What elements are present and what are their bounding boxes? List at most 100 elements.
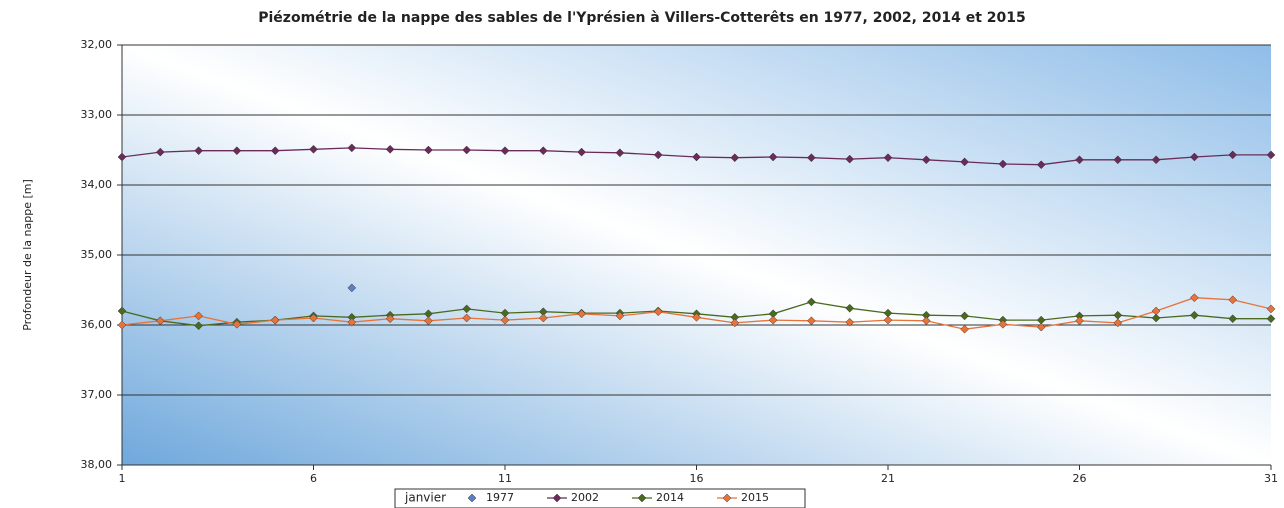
data-point [998,159,1008,169]
data-point [1151,306,1161,316]
chart-title: Piézométrie de la nappe des sables de l'… [258,10,1025,26]
legend-label: 2002 [571,491,599,504]
data-point [960,311,969,321]
data-point [538,313,548,323]
data-point [155,147,165,157]
data-point [653,307,663,317]
data-point [577,147,586,157]
data-point [194,146,203,156]
data-point [424,145,433,155]
data-point [309,144,318,154]
data-point [232,146,242,156]
legend-marker [552,493,562,503]
data-point [270,315,280,325]
data-point [462,304,472,314]
data-point [385,144,395,154]
data-point [1228,314,1238,324]
data-point [998,319,1008,329]
data-point [845,317,855,327]
data-point [117,152,127,162]
data-point [347,317,357,327]
data-point [1075,155,1084,165]
data-point [194,321,203,331]
data-point [921,155,931,165]
data-point [1266,314,1276,324]
data-point [692,152,701,162]
x-tick-label: 6 [310,472,317,485]
data-point [615,148,625,158]
x-tick-label: 1 [119,472,126,485]
data-point [921,316,931,326]
x-tick-label: 31 [1264,472,1278,485]
data-point [1113,155,1123,165]
data-point [500,315,510,325]
data-point [1228,150,1238,160]
data-point [424,316,433,326]
x-tick-label: 16 [690,472,704,485]
data-point [309,313,318,323]
data-point [1190,310,1199,320]
legend-label: 2014 [656,491,684,504]
y-tick-label: 38,00 [81,458,113,471]
legend-label: 2015 [741,491,769,504]
data-point [347,143,357,153]
data-point [807,153,816,163]
data-point [883,315,893,325]
y-tick-label: 34,00 [81,178,113,191]
data-point [194,311,203,321]
data-point [883,153,893,163]
data-point [117,320,127,330]
y-tick-label: 37,00 [81,388,113,401]
data-point [692,312,701,322]
data-point [385,314,395,324]
y-axis-label: Profondeur de la nappe [m] [21,179,34,331]
y-tick-label: 35,00 [81,248,113,261]
data-point [730,153,740,163]
data-point [845,154,855,164]
x-tick-label: 21 [881,472,895,485]
data-point [807,316,816,326]
data-point [960,324,969,334]
data-point [1113,318,1123,328]
data-point [1151,155,1161,165]
data-point [462,145,472,155]
data-point [807,297,816,307]
data-point [1036,322,1046,332]
data-point [1190,152,1199,162]
x-axis-label: janvier [404,491,446,505]
data-point [1266,150,1276,160]
data-point [768,152,778,162]
data-point [270,146,280,156]
x-tick-label: 11 [498,472,512,485]
data-point [960,157,969,167]
data-point [1075,316,1084,326]
legend-marker [637,493,647,503]
data-point [615,311,625,321]
data-point [730,318,740,328]
legend-label: 1977 [486,491,514,504]
y-tick-label: 36,00 [81,318,113,331]
x-tick-label: 26 [1073,472,1087,485]
legend-marker [467,493,477,503]
data-point [347,283,357,293]
data-point [462,313,472,323]
data-point [1190,293,1199,303]
data-point [538,146,548,156]
data-point [500,146,510,156]
legend-marker [722,493,732,503]
data-point [653,150,663,160]
data-point [117,306,127,316]
data-point [1228,295,1238,305]
data-point [1266,304,1276,314]
legend-box [394,488,806,508]
data-point [155,316,165,326]
data-point [845,303,855,313]
y-tick-label: 33,00 [81,108,113,121]
data-point [577,309,586,319]
data-point [768,315,778,325]
data-point [1036,160,1046,170]
data-point [232,319,242,329]
y-tick-label: 32,00 [81,38,113,51]
data-point [1151,313,1161,323]
